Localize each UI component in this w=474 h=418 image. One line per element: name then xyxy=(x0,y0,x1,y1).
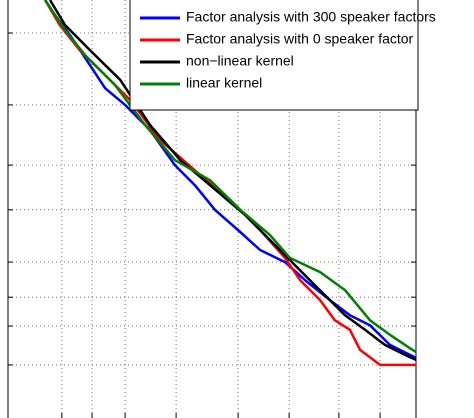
series-line xyxy=(44,0,417,354)
legend-label: Factor analysis with 300 speaker factors xyxy=(186,9,436,25)
legend: Factor analysis with 300 speaker factors… xyxy=(129,0,436,111)
series-line xyxy=(48,0,417,362)
series-line xyxy=(44,0,417,359)
legend-label: non−linear kernel xyxy=(186,53,294,69)
legend-label: linear kernel xyxy=(186,75,262,91)
legend-label: Factor analysis with 0 speaker factor xyxy=(186,31,414,47)
